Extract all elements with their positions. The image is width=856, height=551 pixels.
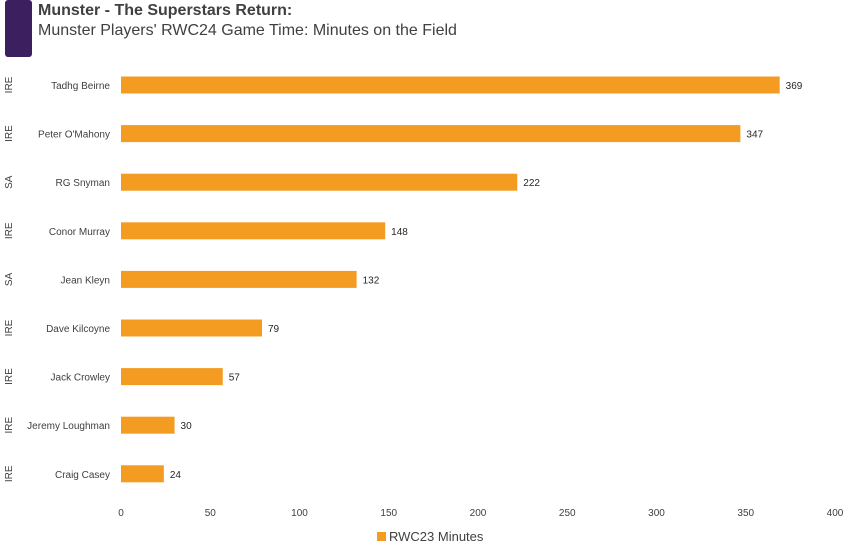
data-label: 148 <box>391 227 408 238</box>
category-label: Dave Kilcoyne <box>46 324 110 335</box>
category-label: RG Snyman <box>56 178 110 189</box>
bar <box>121 270 357 288</box>
x-tick-label: 0 <box>118 508 124 519</box>
category-label: Tadhg Beirne <box>51 81 110 92</box>
chart-header: Munster - The Superstars Return: Munster… <box>0 0 856 60</box>
x-tick-label: 150 <box>380 508 397 519</box>
x-tick-label: 250 <box>559 508 576 519</box>
chart-title: Munster - The Superstars Return: <box>38 2 293 19</box>
data-label: 222 <box>523 178 540 189</box>
x-tick-label: 100 <box>291 508 308 519</box>
bar <box>121 319 263 337</box>
category-label: Peter O'Mahony <box>38 130 110 141</box>
data-label: 24 <box>170 470 182 481</box>
category-label: Jack Crowley <box>51 373 110 384</box>
x-tick-label: 300 <box>648 508 665 519</box>
data-label: 347 <box>746 130 763 141</box>
data-label: 30 <box>181 421 193 432</box>
group-label: IRE <box>4 222 15 239</box>
legend: RWC23 Minutes <box>377 529 483 544</box>
x-tick-label: 200 <box>470 508 487 519</box>
group-label: SA <box>4 175 15 189</box>
x-tick-label: 350 <box>737 508 754 519</box>
bar <box>121 125 741 143</box>
data-label: 132 <box>363 275 380 286</box>
category-label: Craig Casey <box>55 470 110 481</box>
x-tick-label: 50 <box>205 508 217 519</box>
bar <box>121 76 780 94</box>
category-label: Jean Kleyn <box>61 275 110 286</box>
group-label: IRE <box>4 368 15 385</box>
category-label: Conor Murray <box>49 227 110 238</box>
data-label: 369 <box>786 81 803 92</box>
bar <box>121 368 223 386</box>
munster-logo-block <box>5 0 32 57</box>
category-label: Jeremy Loughman <box>27 421 110 432</box>
group-label: IRE <box>4 319 15 336</box>
data-label: 57 <box>229 373 241 384</box>
bar <box>121 416 175 434</box>
group-label: SA <box>4 272 15 286</box>
bar <box>121 173 518 191</box>
data-label: 79 <box>268 324 280 335</box>
bar <box>121 465 164 483</box>
group-label: IRE <box>4 417 15 434</box>
x-tick-label: 400 <box>827 508 844 519</box>
legend-label: RWC23 Minutes <box>389 529 484 544</box>
group-label: IRE <box>4 465 15 482</box>
group-label: IRE <box>4 76 15 93</box>
group-label: IRE <box>4 125 15 142</box>
chart-subtitle: Munster Players' RWC24 Game Time: Minute… <box>38 22 457 39</box>
bar <box>121 222 386 240</box>
legend-swatch <box>377 532 386 541</box>
